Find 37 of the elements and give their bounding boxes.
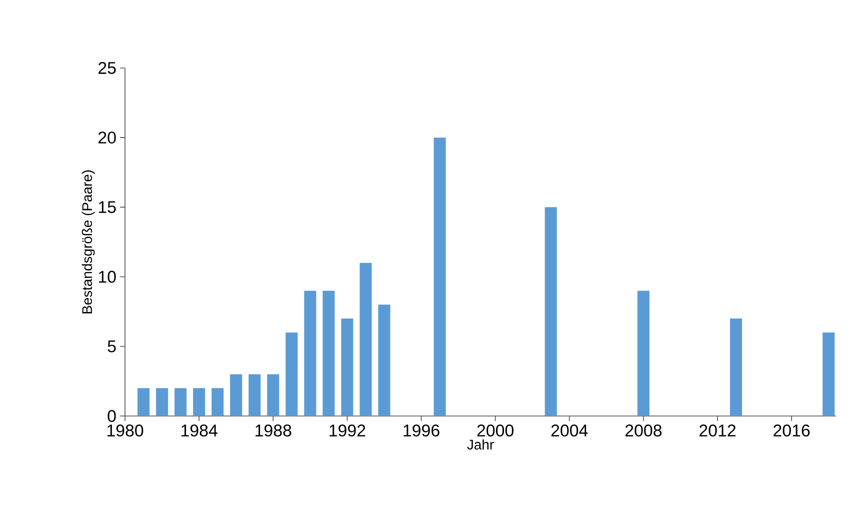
bar: [156, 388, 168, 416]
x-tick-label: 1988: [256, 424, 292, 437]
y-tick-label: 15: [98, 201, 116, 214]
x-axis-title: Jahr: [467, 439, 494, 450]
bar: [174, 388, 187, 416]
bar: [193, 388, 206, 416]
x-tick-label: 2008: [625, 424, 662, 437]
y-axis-title: Bestandsgröße (Paare): [82, 170, 95, 314]
x-tick-label: 1992: [330, 424, 366, 437]
bar: [212, 388, 224, 416]
bar: [434, 138, 446, 416]
bar: [378, 304, 390, 416]
bar: [730, 318, 742, 416]
bar: [248, 374, 261, 416]
y-tick-label: 25: [98, 62, 116, 74]
x-tick-label: 1996: [404, 424, 440, 437]
x-tick-label: 1980: [107, 424, 144, 437]
y-tick-label: 5: [108, 340, 116, 352]
y-tick-label: 20: [98, 132, 116, 144]
bar: [360, 262, 372, 416]
bar: [544, 207, 557, 416]
bar: [138, 388, 150, 416]
y-tick-label: 10: [98, 270, 116, 283]
y-tick-label: 0: [108, 410, 116, 422]
bar: [822, 332, 835, 416]
bar: [322, 290, 335, 416]
x-tick-label: 2012: [700, 424, 736, 437]
bar: [267, 374, 280, 416]
bar: [304, 290, 316, 416]
bar: [286, 332, 298, 416]
bar: [341, 318, 354, 416]
x-tick-label: 2004: [551, 424, 588, 437]
bar: [637, 290, 650, 416]
x-tick-label: 2000: [477, 424, 514, 437]
x-tick-label: 1984: [182, 424, 218, 437]
x-tick-label: 2016: [774, 424, 810, 437]
bar: [230, 374, 242, 416]
